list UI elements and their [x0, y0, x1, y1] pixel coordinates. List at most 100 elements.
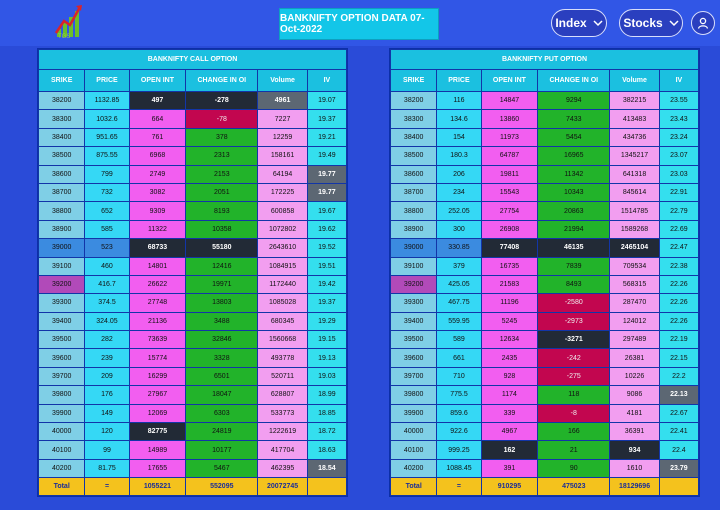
cell-open-int: 27748: [128, 293, 187, 313]
cell-volume: 462395: [257, 458, 308, 479]
total-cell-volume: 20072745: [257, 477, 308, 497]
total-cell-volume: 18129696: [609, 477, 660, 497]
table-row: 38500 180.3 64787 16965 1345217 23.07: [389, 146, 700, 166]
cell-iv: 23.43: [658, 109, 700, 129]
cell-strike: 40200: [389, 458, 438, 479]
cell-price: 149: [84, 403, 130, 424]
table-row: 39800 775.5 1174 118 9086 22.13: [389, 385, 700, 405]
table-row: 39300 467.75 11196 -2580 287470 22.26: [389, 293, 700, 313]
total-row: Total = 1055221 552095 20072745: [37, 477, 348, 497]
cell-volume: 4961: [257, 90, 308, 111]
cell-open-int: 391: [480, 458, 539, 479]
table-row: 38700 234 15543 10343 845614 22.91: [389, 182, 700, 203]
cell-open-int: 14801: [128, 256, 187, 276]
table-row: 38600 799 2749 2153 64194 19.77: [37, 164, 348, 184]
cell-change-in-oi: 20863: [537, 201, 611, 221]
table-row: 39400 324.05 21136 3488 680345 19.29: [37, 311, 348, 332]
table-row: 39100 460 14801 12416 1084915 19.51: [37, 256, 348, 276]
cell-strike: 40000: [37, 422, 86, 442]
table-row: 38700 732 3082 2051 172225 19.77: [37, 182, 348, 203]
cell-change-in-oi: 90: [537, 458, 611, 479]
table-row: 38300 134.6 13860 7433 413483 23.43: [389, 109, 700, 129]
index-dropdown[interactable]: Index: [551, 9, 607, 37]
user-account-button[interactable]: [691, 11, 715, 35]
cell-strike: 40100: [389, 440, 438, 460]
cell-iv: 23.07: [658, 146, 700, 166]
cell-volume: 434736: [609, 127, 660, 148]
cell-volume: 1172440: [257, 274, 308, 295]
cell-open-int: 82775: [128, 422, 187, 442]
user-icon: [697, 17, 709, 29]
cell-open-int: 68733: [128, 238, 187, 258]
cell-volume: 287470: [609, 293, 660, 313]
cell-change-in-oi: 118: [537, 385, 611, 405]
cell-change-in-oi: 19971: [185, 274, 259, 295]
cell-change-in-oi: 3328: [185, 348, 259, 368]
table-row: 38400 154 11973 5454 434736 23.24: [389, 127, 700, 148]
table-row: 39900 149 12069 6303 533773 18.85: [37, 403, 348, 424]
cell-volume: 600858: [257, 201, 308, 221]
logo-chart-icon: [54, 5, 82, 37]
stocks-dropdown[interactable]: Stocks: [619, 9, 683, 37]
cell-volume: 2643610: [257, 238, 308, 258]
column-header-strike: SRIKE: [389, 69, 438, 92]
put-option-panel: BANKNIFTY PUT OPTION SRIKE PRICE OPEN IN…: [389, 48, 700, 498]
cell-open-int: 1174: [480, 385, 539, 405]
cell-volume: 533773: [257, 403, 308, 424]
cell-iv: 22.41: [658, 422, 700, 442]
cell-iv: 19.15: [306, 330, 348, 350]
table-row: 38500 875.55 6968 2313 158161 19.49: [37, 146, 348, 166]
total-cell-price: =: [84, 477, 130, 497]
total-cell-open-int: 910295: [480, 477, 539, 497]
cell-strike: 38900: [37, 219, 86, 240]
cell-strike: 39300: [37, 293, 86, 313]
cell-change-in-oi: 10358: [185, 219, 259, 240]
cell-price: 282: [84, 330, 130, 350]
cell-iv: 22.26: [658, 274, 700, 295]
cell-change-in-oi: 11342: [537, 164, 611, 184]
cell-change-in-oi: 8193: [185, 201, 259, 221]
cell-volume: 1222619: [257, 422, 308, 442]
cell-open-int: 16735: [480, 256, 539, 276]
column-header-volume: Volume: [257, 69, 308, 92]
table-row: 38600 206 19811 11342 641318 23.03: [389, 164, 700, 184]
cell-iv: 19.13: [306, 348, 348, 368]
cell-price: 99: [84, 440, 130, 460]
cell-change-in-oi: 2153: [185, 164, 259, 184]
cell-change-in-oi: 10343: [537, 182, 611, 203]
cell-iv: 22.38: [658, 256, 700, 276]
cell-iv: 22.91: [658, 182, 700, 203]
cell-strike: 39100: [389, 256, 438, 276]
put-table-title: BANKNIFTY PUT OPTION: [390, 49, 699, 70]
cell-open-int: 73639: [128, 330, 187, 350]
page-title: BANKNIFTY OPTION DATA 07-Oct-2022: [279, 8, 439, 40]
cell-strike: 38800: [37, 201, 86, 221]
cell-iv: 22.67: [658, 403, 700, 424]
column-header-change-in-oi: CHANGE IN OI: [185, 69, 259, 92]
cell-strike: 39800: [37, 385, 86, 405]
cell-strike: 38800: [389, 201, 438, 221]
cell-change-in-oi: 9294: [537, 90, 611, 111]
cell-volume: 172225: [257, 182, 308, 203]
cell-iv: 22.2: [658, 366, 700, 387]
cell-volume: 4181: [609, 403, 660, 424]
cell-change-in-oi: 2051: [185, 182, 259, 203]
cell-open-int: 761: [128, 127, 187, 148]
cell-volume: 64194: [257, 164, 308, 184]
table-row: 39300 374.5 27748 13803 1085028 19.37: [37, 293, 348, 313]
cell-price: 379: [436, 256, 482, 276]
cell-strike: 39600: [389, 348, 438, 368]
table-row: 38400 951.65 761 378 12259 19.21: [37, 127, 348, 148]
cell-iv: 18.99: [306, 385, 348, 405]
table-row: 40200 81.75 17655 5467 462395 18.54: [37, 458, 348, 479]
cell-change-in-oi: 24819: [185, 422, 259, 442]
cell-price: 330.85: [436, 238, 482, 258]
cell-iv: 22.79: [658, 201, 700, 221]
cell-open-int: 15543: [480, 182, 539, 203]
cell-strike: 40200: [37, 458, 86, 479]
cell-strike: 40000: [389, 422, 438, 442]
table-row: 39200 416.7 26622 19971 1172440 19.42: [37, 274, 348, 295]
table-row: 38800 252.05 27754 20863 1514785 22.79: [389, 201, 700, 221]
cell-price: 81.75: [84, 458, 130, 479]
total-row: Total = 910295 475023 18129696: [389, 477, 700, 497]
